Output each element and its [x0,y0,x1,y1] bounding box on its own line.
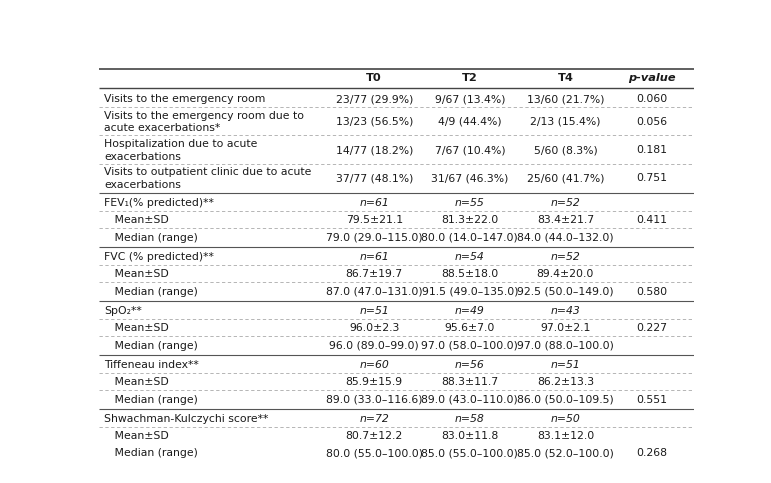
Text: n=50: n=50 [550,413,581,424]
Text: T2: T2 [462,73,478,83]
Text: 0.056: 0.056 [637,117,668,127]
Text: Mean±SD: Mean±SD [104,215,169,225]
Text: Visits to the emergency room: Visits to the emergency room [104,94,265,104]
Text: n=52: n=52 [550,252,581,262]
Text: n=72: n=72 [359,413,389,424]
Text: 0.580: 0.580 [637,287,668,297]
Text: 97.0 (58.0–100.0): 97.0 (58.0–100.0) [422,341,518,351]
Text: 23/77 (29.9%): 23/77 (29.9%) [335,94,413,104]
Text: 86.0 (50.0–109.5): 86.0 (50.0–109.5) [517,395,614,405]
Text: 31/67 (46.3%): 31/67 (46.3%) [431,173,509,184]
Text: n=43: n=43 [550,306,581,316]
Text: n=60: n=60 [359,360,389,369]
Text: 83.0±11.8: 83.0±11.8 [441,431,499,441]
Text: 9/67 (13.4%): 9/67 (13.4%) [435,94,505,104]
Text: 89.0 (33.0–116.6): 89.0 (33.0–116.6) [326,395,423,405]
Text: Median (range): Median (range) [104,233,198,243]
Text: Shwachman-Kulczychi score**: Shwachman-Kulczychi score** [104,413,268,424]
Text: n=61: n=61 [359,252,389,262]
Text: 85.9±15.9: 85.9±15.9 [345,377,402,387]
Text: n=56: n=56 [455,360,485,369]
Text: 89.4±20.0: 89.4±20.0 [537,269,594,279]
Text: FVC (% predicted)**: FVC (% predicted)** [104,252,214,262]
Text: n=52: n=52 [550,198,581,208]
Text: Mean±SD: Mean±SD [104,431,169,441]
Text: n=51: n=51 [550,360,581,369]
Text: 96.0 (89.0–99.0): 96.0 (89.0–99.0) [329,341,419,351]
Text: 87.0 (47.0–131.0): 87.0 (47.0–131.0) [326,287,423,297]
Text: 88.5±18.0: 88.5±18.0 [441,269,499,279]
Text: 25/60 (41.7%): 25/60 (41.7%) [527,173,604,184]
Text: n=49: n=49 [455,306,485,316]
Text: 13/23 (56.5%): 13/23 (56.5%) [335,117,413,127]
Text: 81.3±22.0: 81.3±22.0 [441,215,499,225]
Text: 83.1±12.0: 83.1±12.0 [537,431,594,441]
Text: Visits to outpatient clinic due to acute
exacerbations: Visits to outpatient clinic due to acute… [104,167,311,190]
Text: 0.751: 0.751 [637,173,668,184]
Text: 86.2±13.3: 86.2±13.3 [537,377,594,387]
Text: 88.3±11.7: 88.3±11.7 [441,377,498,387]
Text: 80.0 (55.0–100.0): 80.0 (55.0–100.0) [325,449,423,458]
Text: 13/60 (21.7%): 13/60 (21.7%) [527,94,604,104]
Text: Mean±SD: Mean±SD [104,323,169,333]
Text: 95.6±7.0: 95.6±7.0 [445,323,495,333]
Text: 92.5 (50.0–149.0): 92.5 (50.0–149.0) [517,287,614,297]
Text: 96.0±2.3: 96.0±2.3 [349,323,399,333]
Text: 7/67 (10.4%): 7/67 (10.4%) [435,145,505,155]
Text: 0.181: 0.181 [637,145,668,155]
Text: n=58: n=58 [455,413,485,424]
Text: Median (range): Median (range) [104,341,198,351]
Text: 37/77 (48.1%): 37/77 (48.1%) [335,173,413,184]
Text: Mean±SD: Mean±SD [104,377,169,387]
Text: 80.0 (14.0–147.0): 80.0 (14.0–147.0) [422,233,518,243]
Text: n=54: n=54 [455,252,485,262]
Text: p-value: p-value [628,73,676,83]
Text: 0.551: 0.551 [637,395,668,405]
Text: 2/13 (15.4%): 2/13 (15.4%) [530,117,601,127]
Text: SpO₂**: SpO₂** [104,306,142,316]
Text: 85.0 (52.0–100.0): 85.0 (52.0–100.0) [517,449,614,458]
Text: n=51: n=51 [359,306,389,316]
Text: 0.060: 0.060 [636,94,668,104]
Text: n=55: n=55 [455,198,485,208]
Text: Median (range): Median (range) [104,395,198,405]
Text: 0.268: 0.268 [637,449,668,458]
Text: 79.5±21.1: 79.5±21.1 [345,215,402,225]
Text: 97.0 (88.0–100.0): 97.0 (88.0–100.0) [517,341,614,351]
Text: 5/60 (8.3%): 5/60 (8.3%) [534,145,598,155]
Text: n=61: n=61 [359,198,389,208]
Text: 85.0 (55.0–100.0): 85.0 (55.0–100.0) [422,449,518,458]
Text: Tiffeneau index**: Tiffeneau index** [104,360,199,369]
Text: 0.227: 0.227 [637,323,668,333]
Text: 84.0 (44.0–132.0): 84.0 (44.0–132.0) [517,233,614,243]
Text: Visits to the emergency room due to
acute exacerbations*: Visits to the emergency room due to acut… [104,111,304,133]
Text: T0: T0 [366,73,382,83]
Text: FEV₁(% predicted)**: FEV₁(% predicted)** [104,198,214,208]
Text: T4: T4 [557,73,574,83]
Text: 79.0 (29.0–115.0): 79.0 (29.0–115.0) [326,233,423,243]
Text: Hospitalization due to acute
exacerbations: Hospitalization due to acute exacerbatio… [104,139,258,162]
Text: 97.0±2.1: 97.0±2.1 [540,323,591,333]
Text: 86.7±19.7: 86.7±19.7 [345,269,402,279]
Text: 91.5 (49.0–135.0): 91.5 (49.0–135.0) [422,287,518,297]
Text: 14/77 (18.2%): 14/77 (18.2%) [335,145,413,155]
Text: 0.411: 0.411 [637,215,668,225]
Text: Mean±SD: Mean±SD [104,269,169,279]
Text: 80.7±12.2: 80.7±12.2 [345,431,403,441]
Text: 83.4±21.7: 83.4±21.7 [537,215,594,225]
Text: Median (range): Median (range) [104,449,198,458]
Text: 4/9 (44.4%): 4/9 (44.4%) [438,117,502,127]
Text: Median (range): Median (range) [104,287,198,297]
Text: 89.0 (43.0–110.0): 89.0 (43.0–110.0) [422,395,518,405]
